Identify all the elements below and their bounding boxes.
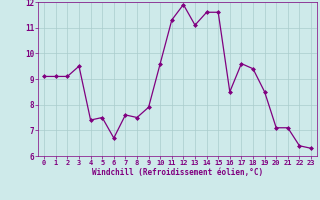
X-axis label: Windchill (Refroidissement éolien,°C): Windchill (Refroidissement éolien,°C) — [92, 168, 263, 177]
